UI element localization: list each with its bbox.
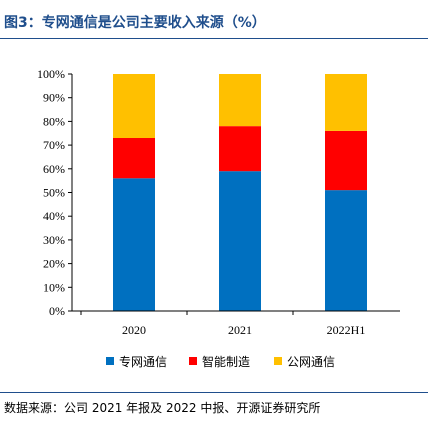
y-tick-label: 30% — [43, 233, 65, 247]
legend-swatch — [274, 357, 282, 365]
y-tick-label: 60% — [43, 162, 65, 176]
y-tick-label: 100% — [37, 67, 65, 81]
legend-label: 智能制造 — [202, 354, 250, 369]
source-divider — [0, 392, 428, 393]
legend-label: 专网通信 — [119, 354, 167, 369]
data-source-note: 数据来源：公司 2021 年报及 2022 中报、开源证券研究所 — [4, 401, 321, 415]
x-tick-label: 2021 — [228, 323, 252, 337]
x-tick-label: 2020 — [122, 323, 146, 337]
chart-title: 图3：专网通信是公司主要收入来源（%） — [4, 15, 266, 31]
bar-segment — [219, 171, 261, 311]
y-tick-label: 40% — [43, 209, 65, 223]
bar-segment — [325, 74, 367, 131]
bar-segment — [113, 178, 155, 311]
y-tick-label: 90% — [43, 91, 65, 105]
y-tick-label: 10% — [43, 280, 65, 294]
legend-swatch — [189, 357, 197, 365]
title-underline — [0, 38, 428, 39]
legend-swatch — [106, 357, 114, 365]
y-tick-label: 80% — [43, 114, 65, 128]
y-tick-label: 20% — [43, 257, 65, 271]
bar-segment — [219, 126, 261, 172]
bar-segment — [325, 130, 367, 191]
bar-segment — [219, 74, 261, 127]
bar-segment — [113, 74, 155, 138]
y-tick-label: 70% — [43, 138, 65, 152]
bar-segment — [113, 137, 155, 179]
bar-segment — [325, 190, 367, 311]
y-tick-label: 50% — [43, 186, 65, 200]
legend-label: 公网通信 — [287, 355, 335, 369]
y-tick-label: 0% — [49, 304, 65, 318]
x-tick-label: 2022H1 — [327, 323, 366, 337]
